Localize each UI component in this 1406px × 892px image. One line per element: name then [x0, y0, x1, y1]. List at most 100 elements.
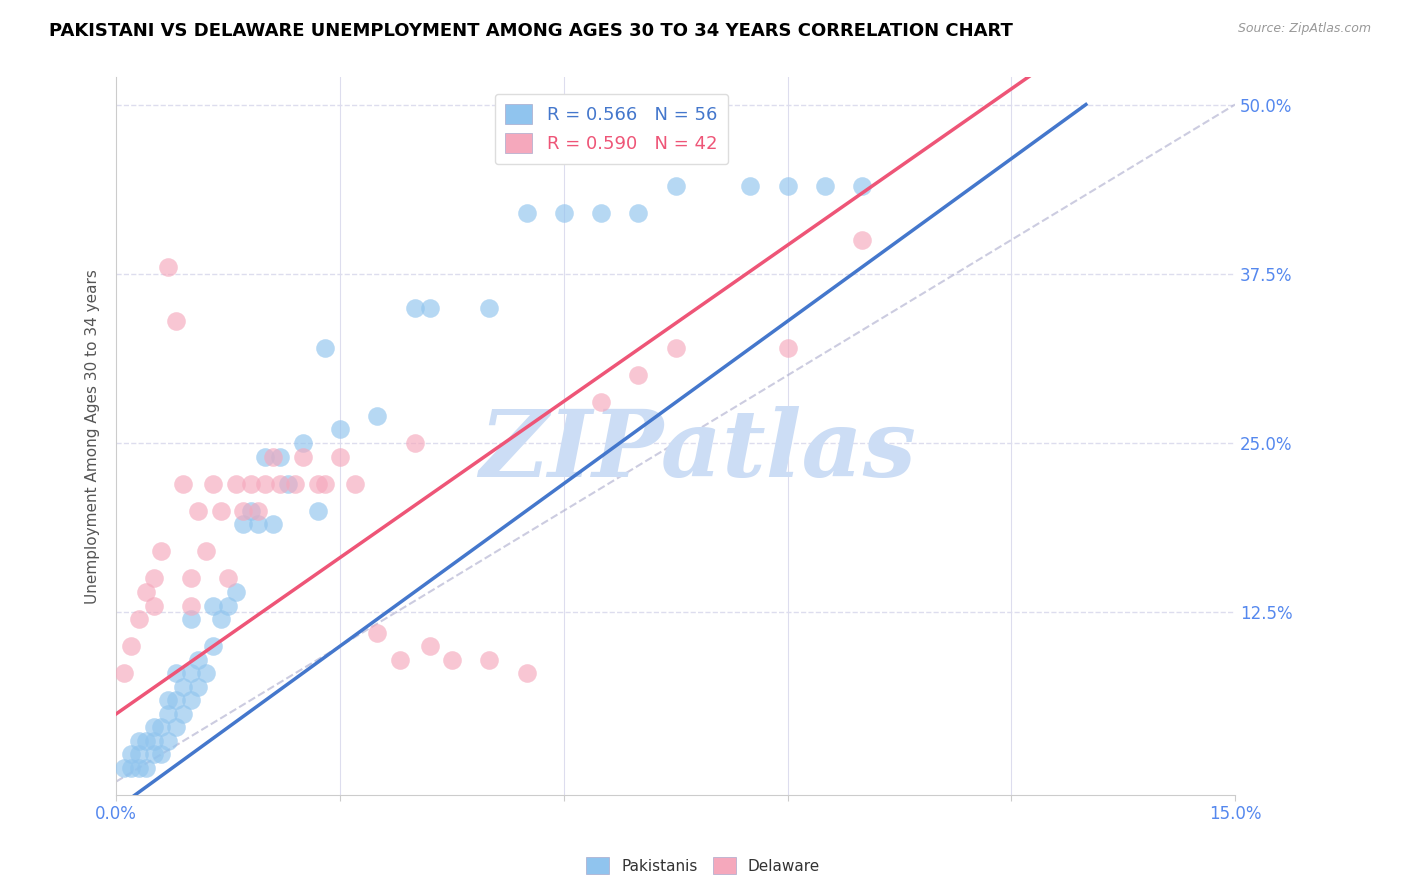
Point [165, 666, 187, 681]
Point [194, 666, 217, 681]
Point [135, 761, 157, 775]
Point [291, 436, 314, 450]
Point [246, 517, 269, 532]
Point [515, 206, 537, 220]
Point [627, 368, 650, 383]
Point [851, 178, 873, 193]
Point [269, 450, 291, 464]
Point [307, 476, 329, 491]
Point [209, 612, 232, 626]
Point [112, 666, 135, 681]
Point [150, 720, 173, 734]
Point [180, 666, 202, 681]
Point [187, 504, 209, 518]
Point [314, 341, 336, 355]
Point [262, 450, 284, 464]
Point [142, 571, 165, 585]
Point [142, 599, 165, 613]
Point [269, 476, 291, 491]
Point [202, 639, 225, 653]
Point [419, 639, 441, 653]
Text: Source: ZipAtlas.com: Source: ZipAtlas.com [1237, 22, 1371, 36]
Point [157, 734, 180, 748]
Point [665, 341, 688, 355]
Point [194, 544, 217, 558]
Point [142, 720, 165, 734]
Point [172, 680, 194, 694]
Point [776, 341, 799, 355]
Point [172, 706, 194, 721]
Point [291, 450, 314, 464]
Point [591, 206, 613, 220]
Point [112, 761, 135, 775]
Point [128, 761, 150, 775]
Point [217, 571, 239, 585]
Text: PAKISTANI VS DELAWARE UNEMPLOYMENT AMONG AGES 30 TO 34 YEARS CORRELATION CHART: PAKISTANI VS DELAWARE UNEMPLOYMENT AMONG… [49, 22, 1014, 40]
Point [262, 517, 284, 532]
Point [404, 436, 426, 450]
Point [665, 178, 688, 193]
Point [209, 504, 232, 518]
Point [202, 599, 225, 613]
Point [404, 301, 426, 315]
Point [120, 747, 142, 762]
Point [187, 680, 209, 694]
Point [150, 747, 173, 762]
Point [478, 653, 501, 667]
Point [591, 395, 613, 409]
Point [627, 206, 650, 220]
Point [776, 178, 799, 193]
Point [814, 178, 837, 193]
Point [128, 612, 150, 626]
Point [851, 233, 873, 247]
Point [225, 585, 247, 599]
Point [366, 625, 388, 640]
Point [232, 504, 254, 518]
Point [329, 450, 352, 464]
Point [202, 476, 225, 491]
Point [180, 693, 202, 707]
Point [128, 747, 150, 762]
Point [180, 612, 202, 626]
Point [165, 314, 187, 328]
Point [180, 599, 202, 613]
Legend: Pakistanis, Delaware: Pakistanis, Delaware [579, 851, 827, 880]
Point [120, 761, 142, 775]
Point [142, 734, 165, 748]
Point [553, 206, 575, 220]
Point [478, 301, 501, 315]
Point [157, 706, 180, 721]
Point [150, 544, 173, 558]
Point [165, 693, 187, 707]
Point [239, 504, 262, 518]
Point [135, 585, 157, 599]
Point [419, 301, 441, 315]
Point [388, 653, 411, 667]
Point [254, 476, 277, 491]
Point [284, 476, 307, 491]
Text: ZIPatlas: ZIPatlas [479, 406, 917, 496]
Point [740, 178, 762, 193]
Y-axis label: Unemployment Among Ages 30 to 34 years: Unemployment Among Ages 30 to 34 years [86, 268, 100, 604]
Point [314, 476, 336, 491]
Point [366, 409, 388, 423]
Point [157, 693, 180, 707]
Point [254, 450, 277, 464]
Point [343, 476, 366, 491]
Point [515, 666, 537, 681]
Point [187, 653, 209, 667]
Point [142, 747, 165, 762]
Point [277, 476, 299, 491]
Point [239, 476, 262, 491]
Point [135, 734, 157, 748]
Point [157, 260, 180, 274]
Point [329, 422, 352, 436]
Point [440, 653, 463, 667]
Point [307, 504, 329, 518]
Point [128, 734, 150, 748]
Point [217, 599, 239, 613]
Point [120, 639, 142, 653]
Legend: R = 0.566   N = 56, R = 0.590   N = 42: R = 0.566 N = 56, R = 0.590 N = 42 [495, 94, 728, 164]
Point [165, 720, 187, 734]
Point [232, 517, 254, 532]
